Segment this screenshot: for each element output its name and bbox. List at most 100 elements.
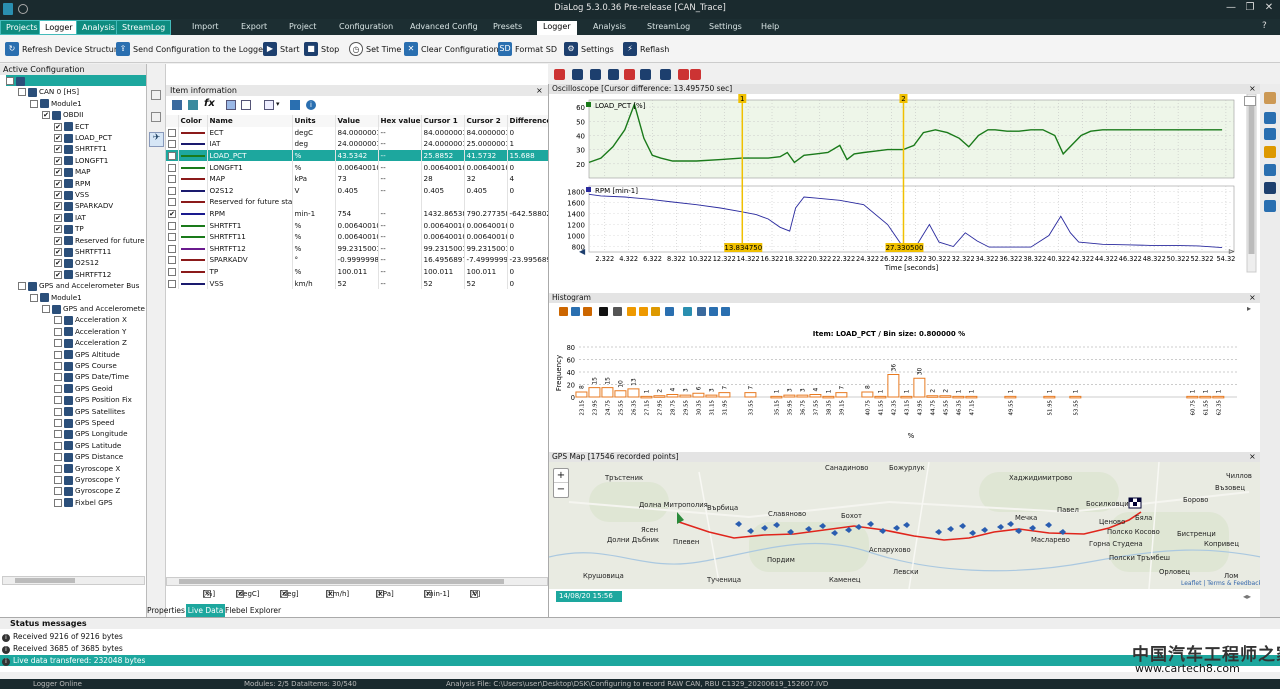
table-row[interactable]: ✔ LOAD_PCT% 43.5342 -- 25.8852 41.5732 15.688 — [166, 149, 549, 162]
tree-checkbox[interactable] — [54, 453, 62, 462]
row-checkbox[interactable] — [168, 256, 176, 265]
document-icon[interactable] — [151, 90, 161, 100]
close-histogram-icon[interactable]: × — [1249, 293, 1256, 302]
gps-point-marker[interactable] — [773, 522, 780, 528]
histogram-bar[interactable] — [874, 395, 887, 399]
tree-checkbox[interactable]: ✔ — [54, 213, 62, 222]
dropdown-arrow-icon[interactable]: ▾ — [276, 100, 280, 108]
tree-checkbox[interactable] — [54, 464, 62, 473]
tree-checkbox[interactable]: ✔ — [54, 236, 62, 245]
histogram-bar[interactable] — [783, 394, 796, 398]
row-color-cell[interactable] — [178, 161, 208, 173]
row-checkbox[interactable] — [168, 221, 176, 230]
row-check-cell[interactable] — [166, 138, 179, 150]
color-swatch[interactable] — [180, 247, 205, 250]
row-color-cell[interactable] — [178, 172, 208, 185]
tree-checkbox[interactable] — [54, 316, 62, 325]
unit-filter-checkbox[interactable]: ✕ — [280, 590, 288, 598]
tree-checkbox[interactable] — [54, 430, 62, 439]
table-scrollbar-thumb[interactable] — [179, 579, 504, 584]
analysis-tool-icon[interactable] — [608, 69, 619, 80]
table-row[interactable]: ✔ RPMmin-1754--1432.86538(790.277358(-642… — [166, 207, 549, 220]
gps-point-marker[interactable] — [819, 523, 826, 529]
oscilloscope-scrollbar-thumb[interactable] — [1248, 104, 1255, 254]
row-check-cell[interactable]: ✔ — [166, 207, 179, 220]
color-swatch[interactable] — [180, 131, 205, 134]
table-row[interactable]: SHRTFT12% 99.2315001 -- 99.2315001 99.231500… — [166, 242, 549, 255]
histogram-tool-icon[interactable] — [583, 307, 592, 316]
gps-point-marker[interactable] — [969, 530, 976, 536]
header-hex-value[interactable]: Hex value — [378, 115, 422, 127]
gps-point-marker[interactable] — [855, 524, 862, 530]
cursor-1-handle[interactable] — [738, 94, 747, 103]
side-tool-icon[interactable] — [1264, 128, 1276, 140]
tree-checkbox[interactable]: ✔ — [54, 202, 62, 211]
tree-node[interactable]: ✔ VSS — [54, 189, 89, 200]
analysis-tool-icon[interactable] — [660, 69, 671, 80]
tree-checkbox[interactable]: ✔ — [54, 248, 62, 256]
row-check-cell[interactable] — [166, 196, 179, 208]
refresh-device-structure-button[interactable]: ↻ Refresh Device Structure — [5, 40, 122, 58]
tree-node[interactable] — [6, 75, 146, 86]
histogram-bar[interactable] — [614, 390, 627, 398]
tab-streamlog-left[interactable]: StreamLog — [116, 20, 172, 35]
histogram-tool-icon[interactable] — [613, 307, 622, 316]
tab-project[interactable]: Project — [289, 22, 317, 31]
color-swatch[interactable] — [180, 189, 205, 192]
row-color-cell[interactable] — [178, 219, 208, 231]
unit-filter-checkbox[interactable]: ✕ — [203, 590, 211, 598]
gps-point-marker[interactable] — [1059, 529, 1066, 535]
row-check-cell[interactable] — [166, 126, 179, 139]
tree-node[interactable]: CAN 0 [HS] — [18, 86, 79, 97]
row-checkbox[interactable] — [168, 128, 176, 137]
histogram-bar[interactable] — [900, 395, 913, 399]
pin-icon[interactable]: ✈ — [149, 132, 164, 147]
gps-point-marker[interactable] — [1045, 522, 1052, 528]
histogram-tool-icon[interactable] — [571, 307, 580, 316]
tree-node[interactable]: GPS Position Fix — [54, 394, 132, 405]
format-sd-button[interactable]: SD Format SD — [498, 40, 557, 58]
bottom-tab[interactable]: Properties — [147, 606, 185, 615]
tree-checkbox[interactable] — [54, 339, 62, 348]
row-color-cell[interactable] — [178, 149, 208, 162]
row-checkbox[interactable] — [168, 175, 176, 184]
scrollbar-thumb[interactable] — [15, 578, 75, 583]
tree-node[interactable]: GPS Satellites — [54, 406, 125, 417]
unit-filter-checkbox[interactable]: ✕ — [326, 590, 334, 598]
histogram-tool-icon[interactable] — [697, 307, 706, 316]
tree-node[interactable]: GPS and Accelerometer Bus — [18, 280, 139, 291]
histogram-bar[interactable] — [1186, 395, 1199, 399]
tree-checkbox[interactable]: ✔ — [54, 191, 62, 199]
tree-node[interactable]: GPS Speed — [54, 417, 114, 428]
tree-node[interactable]: Acceleration Z — [54, 337, 127, 348]
table-row[interactable]: LONGFT1%0.00640010(--0.00640010(0.006400… — [166, 161, 549, 173]
gps-point-marker[interactable] — [805, 526, 812, 532]
tree-node[interactable]: GPS Distance — [54, 451, 123, 462]
bottom-tab[interactable]: Flebel Explorer — [225, 606, 282, 615]
row-checkbox[interactable] — [168, 244, 176, 253]
color-swatch[interactable] — [180, 155, 205, 158]
table-row[interactable]: SHRTFT1%0.00640010(--0.00640010(0.006400… — [166, 219, 549, 231]
unit-filter-checkbox[interactable]: ✕ — [424, 590, 432, 598]
analysis-tool-icon[interactable] — [554, 69, 565, 80]
histogram-tool-icon[interactable] — [665, 307, 674, 316]
tree-checkbox[interactable] — [42, 305, 50, 313]
tree-checkbox[interactable]: ✔ — [54, 134, 62, 142]
tree-node[interactable]: GPS and Acceleromete — [42, 303, 145, 314]
tree-checkbox[interactable] — [6, 77, 14, 85]
tree-checkbox[interactable]: ✔ — [54, 270, 62, 279]
send-configuration-button[interactable]: ⇪ Send Configuration to the Logger — [116, 40, 266, 58]
tree-checkbox[interactable] — [30, 99, 38, 108]
tree-node[interactable]: ✔ TP — [54, 223, 84, 234]
header-cursor-2[interactable]: Cursor 2 — [464, 115, 508, 127]
row-color-cell[interactable] — [178, 277, 208, 289]
row-color-cell[interactable] — [178, 184, 208, 197]
gps-point-marker[interactable] — [997, 524, 1004, 530]
load-pct-series-line[interactable] — [588, 102, 1223, 164]
maximize-button[interactable]: ❐ — [1245, 2, 1255, 13]
tree-node[interactable]: ✔ O2S12 — [54, 257, 99, 268]
histogram-bar[interactable] — [601, 387, 614, 398]
tree-checkbox[interactable]: ✔ — [54, 122, 62, 131]
histogram-bar[interactable] — [666, 394, 679, 398]
blank-icon[interactable] — [241, 100, 251, 110]
